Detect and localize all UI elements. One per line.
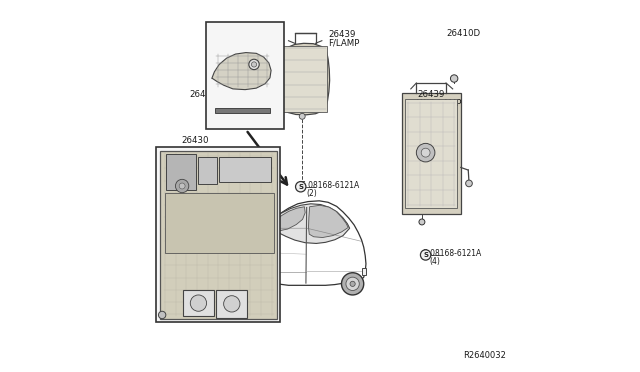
Polygon shape [212,52,271,90]
Text: (2): (2) [306,189,317,198]
Bar [362,267,366,275]
Text: S: S [423,252,428,258]
Text: 26432: 26432 [219,285,246,294]
Bar [246,267,256,275]
Bar [216,108,270,113]
Text: 26415N: 26415N [189,90,223,99]
Text: 26430A: 26430A [262,61,296,70]
Polygon shape [265,204,349,243]
Circle shape [262,281,267,286]
Circle shape [223,296,240,312]
Polygon shape [270,207,305,231]
Circle shape [420,250,431,260]
Bar [280,46,328,112]
Polygon shape [308,205,348,237]
Text: 26430A: 26430A [157,275,191,284]
Circle shape [253,273,276,295]
Circle shape [249,59,259,70]
Circle shape [190,295,207,311]
Circle shape [296,182,306,192]
Text: 26430: 26430 [181,136,209,145]
Circle shape [179,183,185,189]
Bar [166,154,196,190]
Text: 26410D: 26410D [447,29,481,38]
Bar [401,93,461,214]
Bar [183,290,214,317]
Bar [156,147,280,323]
Circle shape [466,180,472,187]
Circle shape [159,311,166,319]
Bar [198,157,217,184]
Bar [219,157,271,182]
Circle shape [350,281,355,286]
Text: W/O LAMP: W/O LAMP [417,98,461,107]
Circle shape [258,277,271,291]
Circle shape [417,143,435,162]
Polygon shape [276,43,330,115]
Circle shape [342,273,364,295]
Text: R2640032: R2640032 [463,351,506,360]
Text: S 08168-6121A: S 08168-6121A [301,181,359,190]
Circle shape [451,75,458,82]
Circle shape [175,179,189,193]
Text: (4): (4) [429,257,440,266]
Text: S 08168-6121A: S 08168-6121A [423,249,481,258]
Bar [206,22,284,129]
Circle shape [275,96,280,102]
Text: S: S [298,184,303,190]
Text: 26432+A: 26432+A [223,295,264,304]
Circle shape [300,113,305,119]
Text: 26439: 26439 [328,30,356,39]
Bar [160,151,277,319]
Circle shape [419,219,425,225]
Bar [405,99,457,208]
Text: 26439: 26439 [417,90,444,99]
Circle shape [346,277,359,291]
Circle shape [252,62,257,67]
Bar [165,193,275,253]
Text: F/LAMP: F/LAMP [328,39,360,48]
Circle shape [421,148,430,157]
Bar [216,290,248,318]
Text: 26411: 26411 [246,108,274,116]
